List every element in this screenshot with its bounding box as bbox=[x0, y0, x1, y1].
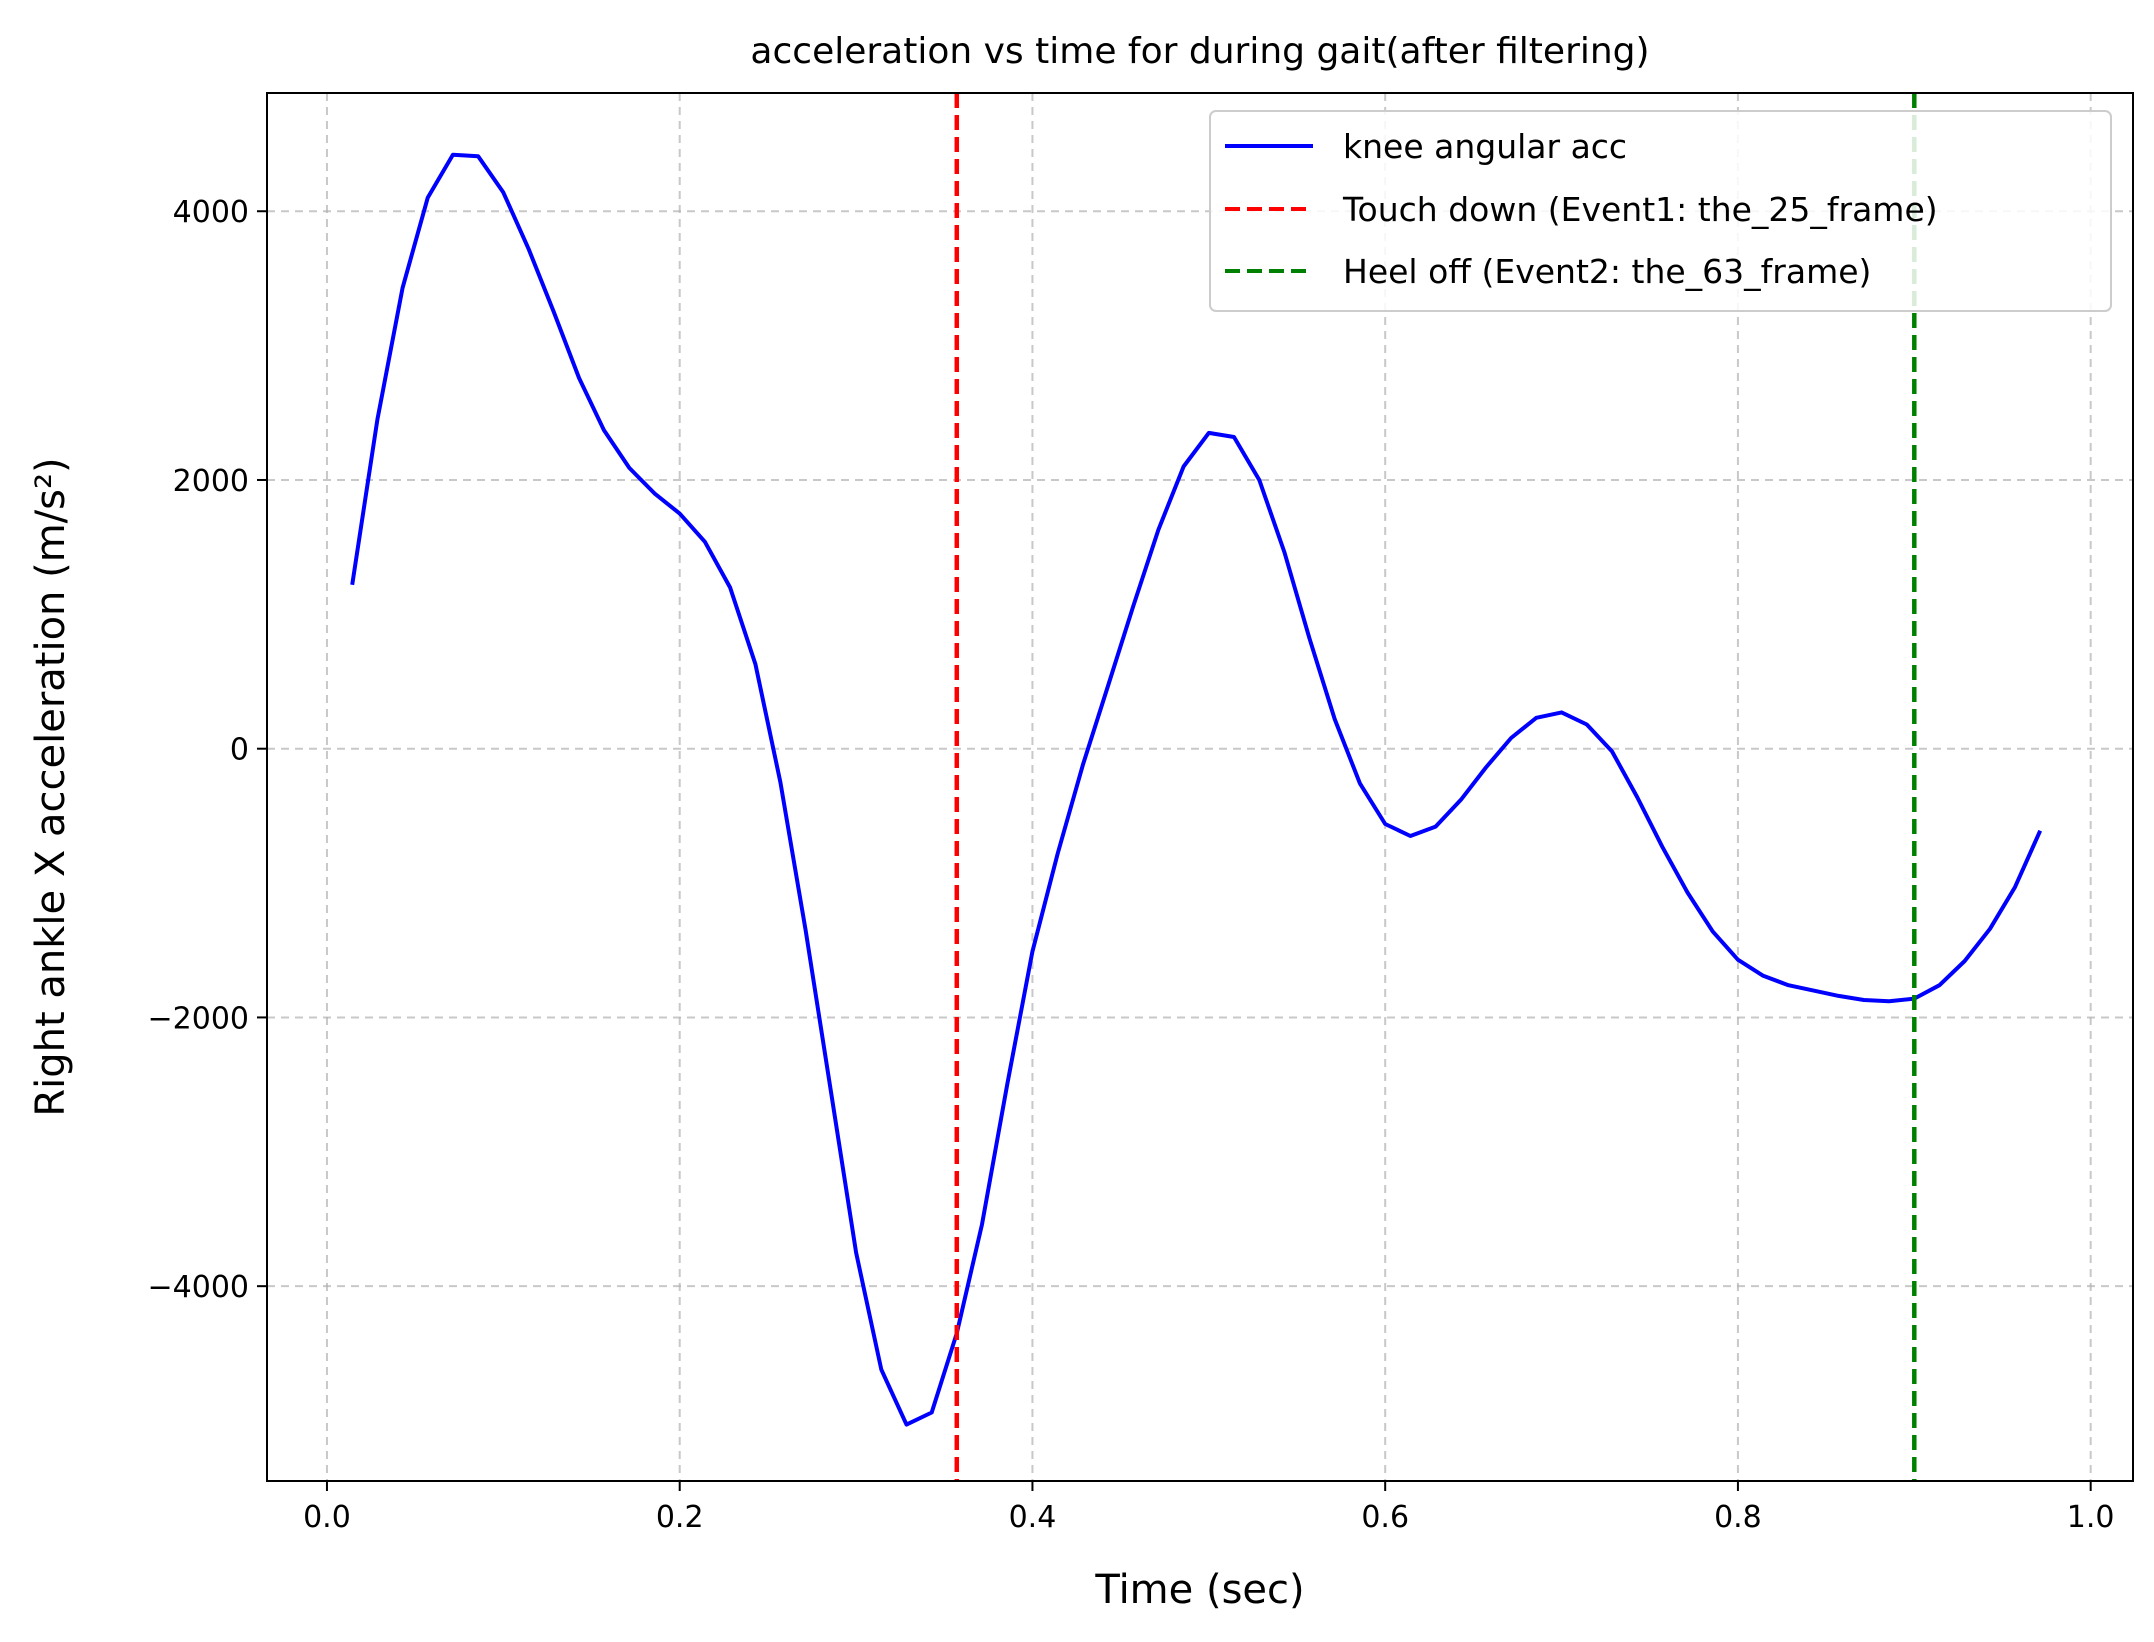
legend-label-touch-down: Touch down (Event1: the_25_frame) bbox=[1342, 190, 1938, 229]
y-tick-label: −2000 bbox=[148, 1001, 249, 1036]
legend-label-knee-acc: knee angular acc bbox=[1343, 127, 1627, 166]
legend-label-heel-off: Heel off (Event2: the_63_frame) bbox=[1343, 252, 1871, 291]
legend: knee angular acc Touch down (Event1: the… bbox=[1210, 111, 2111, 311]
y-tick-label: 2000 bbox=[173, 464, 249, 499]
y-tick-label: 4000 bbox=[173, 195, 249, 230]
x-tick-label: 0.6 bbox=[1361, 1500, 1409, 1535]
y-tick-label: 0 bbox=[230, 733, 249, 768]
x-tick-label: 0.8 bbox=[1714, 1500, 1762, 1535]
y-axis-label: Right ankle X acceleration (m/s²) bbox=[28, 457, 74, 1116]
x-tick-label: 0.2 bbox=[656, 1500, 704, 1535]
y-tick-label: −4000 bbox=[148, 1270, 249, 1305]
x-tick-label: 0.0 bbox=[303, 1500, 351, 1535]
x-axis-label: Time (sec) bbox=[1094, 1567, 1304, 1613]
x-tick-label: 1.0 bbox=[2067, 1500, 2115, 1535]
chart-title: acceleration vs time for during gait(aft… bbox=[750, 31, 1649, 72]
x-tick-label: 0.4 bbox=[1009, 1500, 1057, 1535]
